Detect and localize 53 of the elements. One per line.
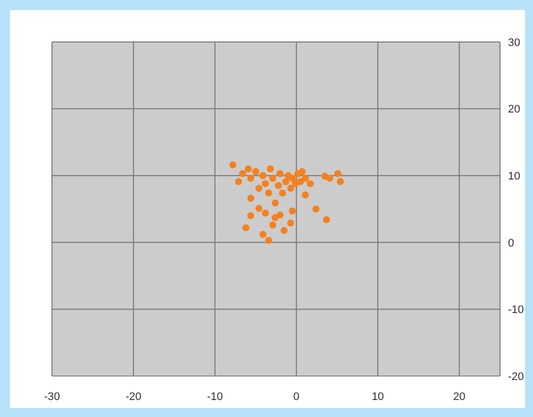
point [255, 204, 262, 212]
x-tick-label: -10 [206, 390, 223, 403]
point [279, 189, 286, 196]
point [244, 165, 252, 172]
point [306, 180, 314, 188]
point [288, 208, 296, 215]
point [247, 194, 254, 202]
point [312, 206, 320, 212]
point [287, 184, 294, 192]
point [282, 178, 290, 186]
point [274, 182, 282, 190]
point [259, 230, 266, 238]
point [288, 174, 296, 182]
point [287, 220, 294, 227]
point [334, 170, 342, 178]
point [296, 178, 304, 186]
point [252, 168, 260, 176]
point [276, 170, 284, 178]
point [255, 184, 262, 192]
point [298, 168, 306, 176]
point [266, 165, 274, 172]
y-tick-label: -20 [508, 370, 524, 383]
point [326, 174, 334, 182]
point [239, 170, 246, 178]
point [247, 174, 254, 182]
point [280, 226, 288, 234]
x-tick-label: -30 [44, 390, 60, 403]
point [259, 172, 266, 180]
point [262, 180, 269, 188]
y-tick-label: 20 [508, 104, 520, 116]
point [269, 174, 276, 182]
point [272, 199, 279, 206]
point [302, 174, 309, 182]
point [336, 178, 344, 186]
y-tick-label: 30 [508, 36, 520, 49]
y-tick-label: 0 [508, 237, 514, 250]
point [262, 210, 269, 217]
point [229, 161, 236, 168]
x-tick-label: 0 [293, 390, 300, 403]
point [235, 178, 242, 186]
point [323, 216, 330, 224]
point [265, 236, 272, 244]
point [302, 191, 309, 198]
point [276, 212, 284, 219]
x-tick-label: -20 [126, 390, 142, 403]
point [242, 224, 250, 232]
x-tick-label: 10 [372, 390, 384, 403]
y-tick-label: 10 [508, 170, 520, 183]
point [265, 189, 272, 196]
point [247, 212, 254, 220]
y-tick-label: -10 [508, 304, 524, 316]
x-tick-label: 20 [453, 390, 466, 403]
point [269, 222, 276, 229]
